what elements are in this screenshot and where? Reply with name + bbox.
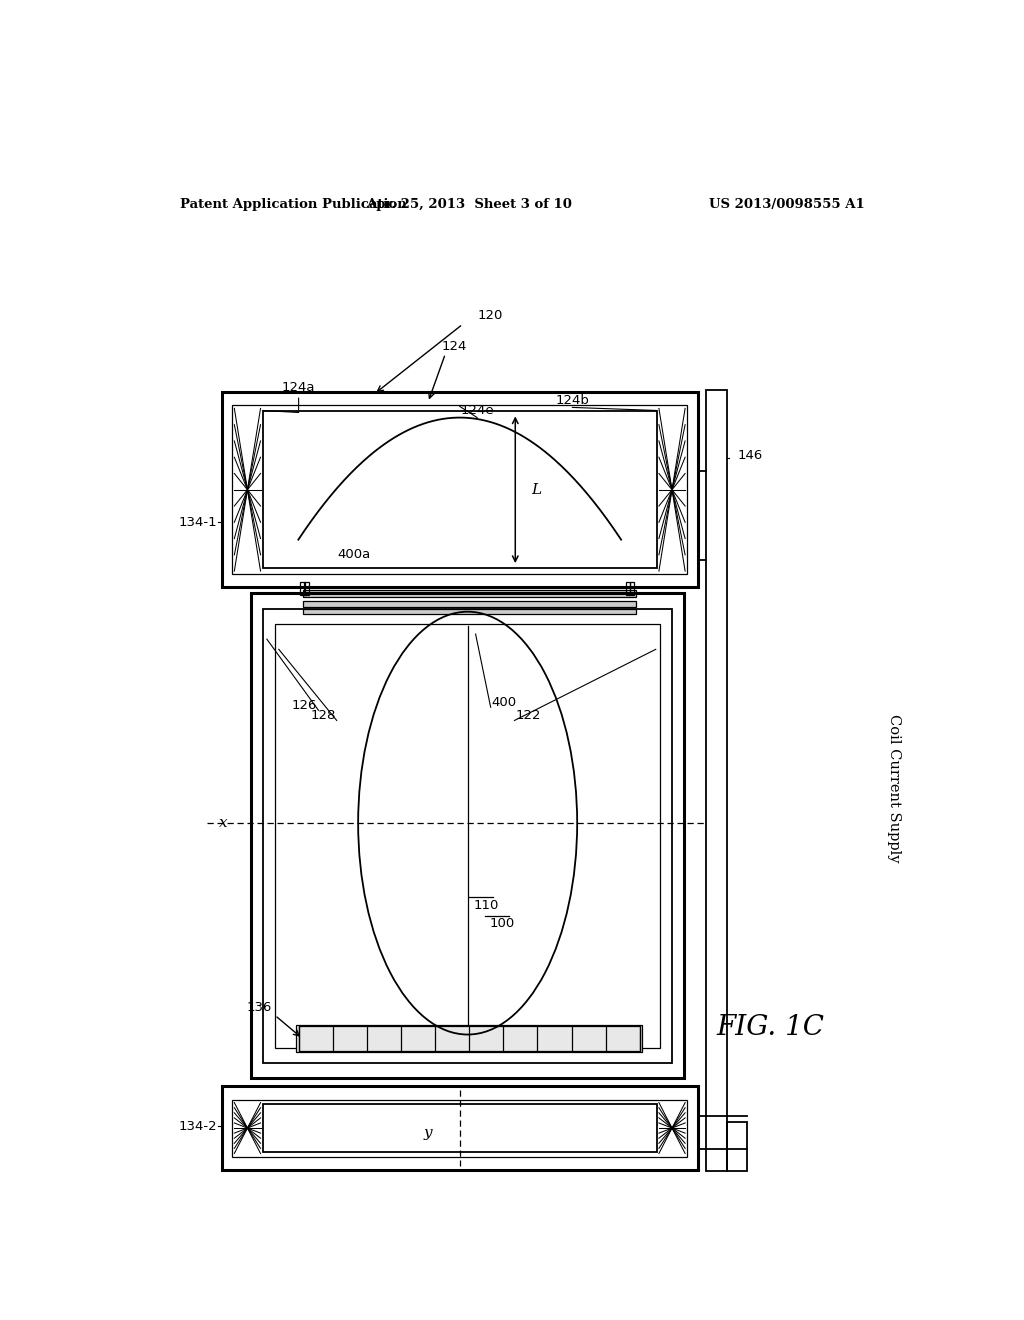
Bar (263, 1104, 656, 1152)
Bar (251, 594, 684, 1078)
Text: y: y (424, 1126, 432, 1140)
Bar (706, 391, 727, 1171)
Text: 134-2: 134-2 (178, 1119, 217, 1133)
Bar (221, 1086, 697, 1170)
Text: 128: 128 (310, 709, 336, 722)
Text: L: L (531, 483, 542, 496)
Bar (274, 624, 659, 1048)
Text: 120: 120 (477, 309, 503, 322)
Text: 122: 122 (515, 709, 541, 722)
Bar (263, 609, 672, 1063)
Text: US 2013/0098555 A1: US 2013/0098555 A1 (709, 198, 864, 211)
Text: 124a: 124a (282, 380, 315, 393)
Bar (263, 412, 656, 568)
Bar (232, 1100, 687, 1156)
Text: x: x (219, 816, 227, 830)
Bar (303, 609, 636, 614)
Bar (296, 1026, 642, 1052)
Bar (299, 1027, 640, 1051)
Text: Patent Application Publication: Patent Application Publication (179, 198, 407, 211)
Text: 400a: 400a (338, 548, 371, 561)
Bar (630, 582, 634, 595)
Text: Coil Current Supply: Coil Current Supply (887, 714, 901, 863)
Text: 124b: 124b (555, 393, 590, 407)
Bar (304, 582, 309, 595)
Text: 124e: 124e (461, 404, 494, 417)
Bar (221, 392, 697, 587)
Text: 110: 110 (474, 899, 500, 912)
Bar (626, 582, 631, 595)
Text: 146: 146 (737, 449, 763, 462)
Text: FIG. 1C: FIG. 1C (717, 1014, 824, 1041)
Bar (727, 1122, 748, 1171)
Text: Apr. 25, 2013  Sheet 3 of 10: Apr. 25, 2013 Sheet 3 of 10 (367, 198, 572, 211)
Bar (303, 590, 636, 598)
Text: 136: 136 (247, 1001, 272, 1014)
Text: 100: 100 (489, 917, 515, 931)
Text: 126: 126 (292, 698, 316, 711)
Bar (300, 582, 305, 595)
Text: 400: 400 (492, 696, 516, 709)
Text: 134-1: 134-1 (178, 516, 217, 529)
Bar (303, 601, 636, 607)
Text: 124: 124 (441, 341, 467, 352)
Bar (232, 405, 687, 574)
